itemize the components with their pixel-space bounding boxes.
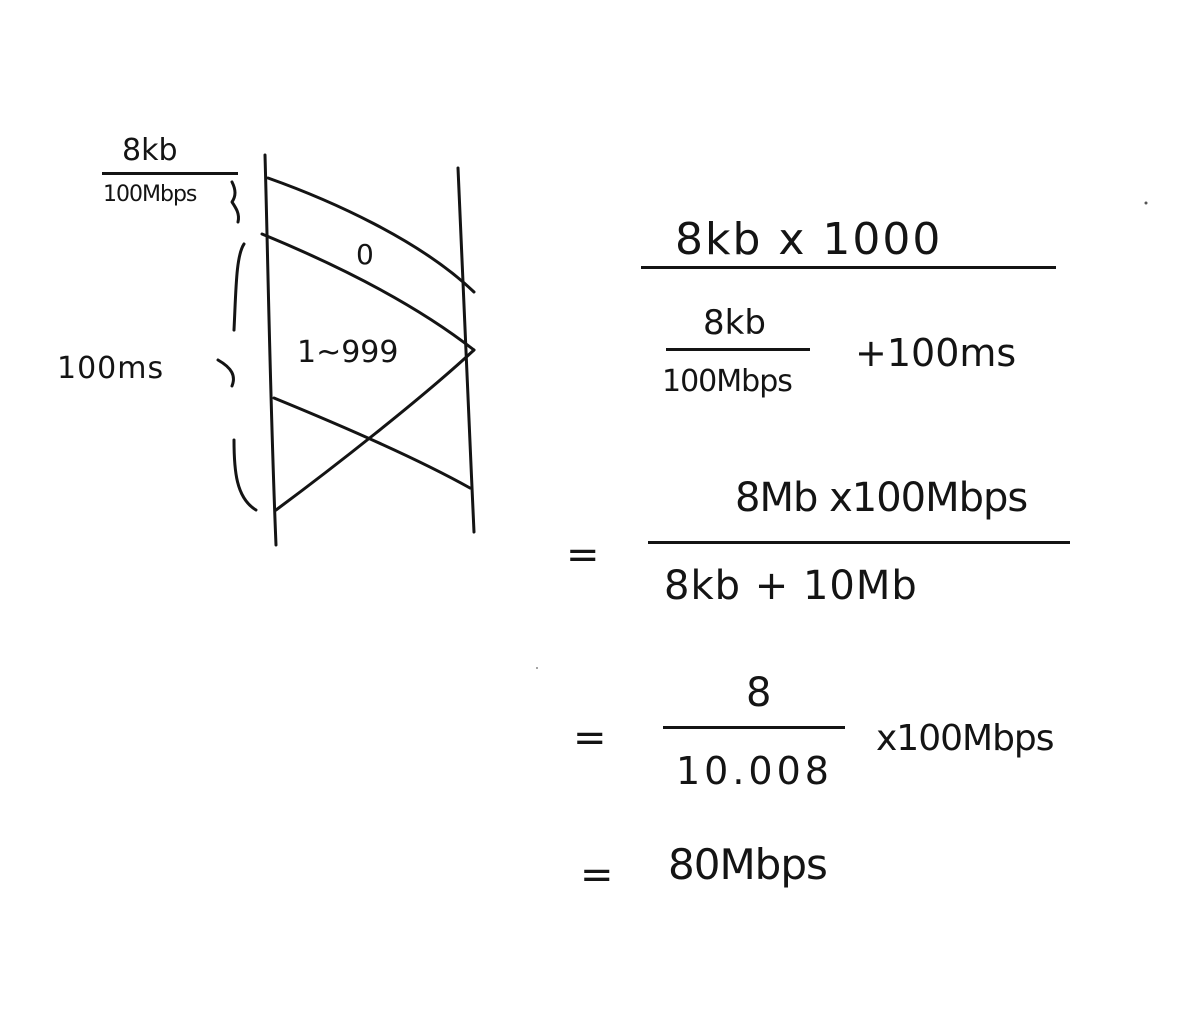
eq1-plus-term: +100ms [855,331,1017,375]
packet-0-trailing-edge [260,232,476,352]
eq1-inner-fraction-bar [666,348,810,351]
rtt-label: 100ms [57,351,165,386]
eq3-fraction-bar [663,726,845,729]
last-packet-edge [272,396,472,490]
eq1-inner-numerator: 8kb [703,303,766,343]
eq3-multiplier: x100Mbps [876,718,1055,759]
transmission-denominator: 100Mbps [103,182,197,207]
eq2-equals-sign: = [566,532,600,578]
ack-return-line [274,348,476,512]
rtt-bracket [216,358,235,388]
eq2-fraction-bar [648,541,1070,544]
stray-dot [536,667,538,669]
transmission-numerator: 8kb [122,133,178,168]
sender-timeline [263,153,278,547]
eq4-result: 80Mbps [668,840,828,889]
packet-range-label: 1~999 [297,335,399,370]
eq1-inner-denominator: 100Mbps [662,364,793,399]
rtt-brace-top [232,242,246,332]
transmission-brace [230,180,240,224]
receiver-timeline [456,166,476,534]
first-packet-label: 0 [356,238,374,271]
transmission-fraction-bar [102,172,238,175]
eq1-numerator: 8kb x 1000 [675,214,943,265]
packet-0-leading-edge [266,176,476,294]
eq3-numerator: 8 [746,670,772,716]
eq1-main-fraction-bar [641,266,1056,269]
eq2-denominator: 8kb + 10Mb [664,563,918,609]
eq2-numerator: 8Mb x100Mbps [735,475,1028,521]
eq4-equals-sign: = [580,852,614,898]
eq3-equals-sign: = [573,715,607,761]
rtt-brace-bottom [232,438,258,512]
stray-dot [1144,201,1148,205]
eq3-denominator: 10.008 [676,749,833,793]
